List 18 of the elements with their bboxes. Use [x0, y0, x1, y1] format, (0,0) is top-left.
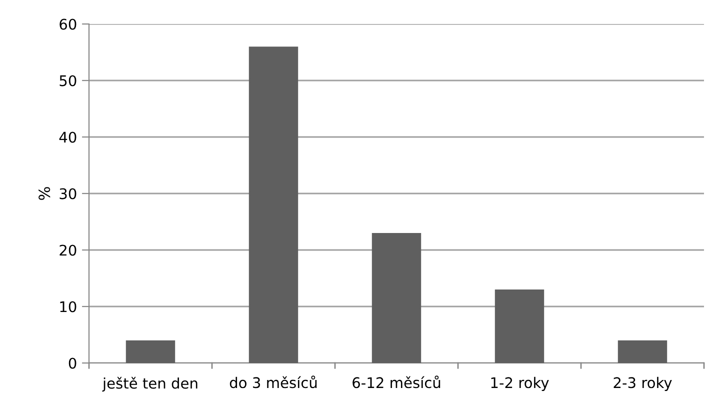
y-tick-label: 40: [59, 132, 76, 143]
y-tick-label: 30: [60, 188, 76, 200]
x-tick-label: ještě ten den: [102, 376, 198, 392]
bar: [248, 46, 298, 363]
y-tick-label: 60: [60, 18, 76, 30]
bar: [126, 340, 176, 363]
y-axis-title: %: [38, 187, 50, 200]
bar: [618, 340, 668, 363]
bar: [494, 290, 544, 363]
x-tick-label: 2-3 roky: [614, 376, 672, 392]
x-tick-label: do 3 měsíců: [230, 376, 317, 388]
x-tick-label: 6-12 měsíců: [352, 376, 440, 388]
x-tick-label: 1-2 roky: [491, 376, 549, 392]
y-tick-label: 10: [60, 301, 76, 312]
y-tick-label: 50: [60, 75, 76, 86]
y-tick-label: 20: [60, 244, 76, 256]
y-tick-label: 0: [68, 358, 76, 369]
bar: [372, 233, 422, 363]
